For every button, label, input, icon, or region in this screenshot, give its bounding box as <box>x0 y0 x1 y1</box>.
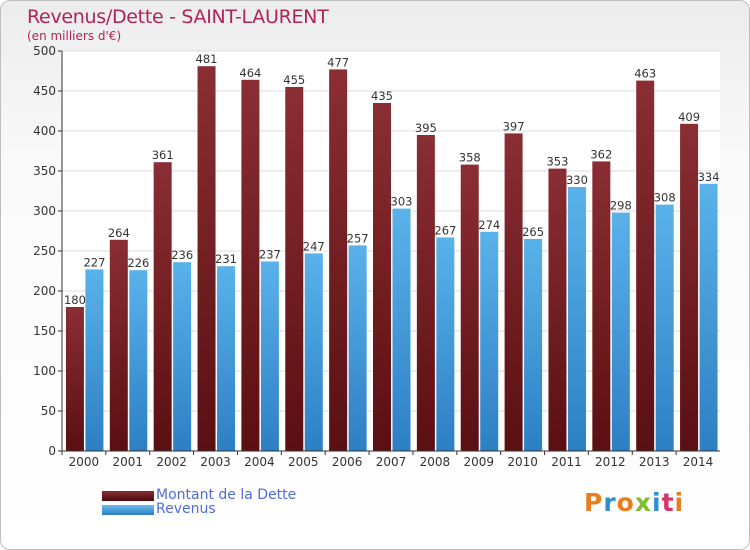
data-label-revenus: 274 <box>478 218 500 232</box>
y-tick-label: 150 <box>33 324 56 338</box>
bar-dette <box>460 164 479 451</box>
bar-revenus <box>173 262 192 451</box>
x-tick-label: 2004 <box>244 455 275 469</box>
data-label-revenus: 226 <box>127 256 149 270</box>
data-label-dette: 435 <box>371 89 393 103</box>
data-label-revenus: 227 <box>83 255 105 269</box>
bar-revenus <box>348 245 367 451</box>
bar-dette <box>680 123 699 452</box>
bar-dette <box>65 307 84 451</box>
bar-revenus <box>480 231 499 451</box>
y-tick-label: 250 <box>33 244 56 258</box>
y-tick-label: 350 <box>33 164 56 178</box>
data-label-revenus: 308 <box>654 191 676 205</box>
legend-swatch-dette <box>102 491 154 501</box>
bar-revenus <box>392 208 411 451</box>
data-label-dette: 361 <box>152 148 174 162</box>
data-label-revenus: 298 <box>610 199 632 213</box>
bar-dette <box>373 103 391 451</box>
data-label-dette: 409 <box>678 110 700 124</box>
data-label-revenus: 334 <box>698 170 720 184</box>
y-tick-label: 50 <box>41 404 56 418</box>
data-label-dette: 180 <box>64 293 86 307</box>
data-label-dette: 477 <box>327 55 349 69</box>
data-label-revenus: 303 <box>391 195 413 209</box>
data-label-dette: 463 <box>634 67 656 81</box>
bar-revenus <box>304 253 323 451</box>
y-tick-label: 500 <box>33 44 56 58</box>
legend-label-dette: Montant de la Dette <box>156 487 297 503</box>
x-tick-label: 2014 <box>683 455 714 469</box>
x-tick-label: 2013 <box>639 455 670 469</box>
data-label-revenus: 236 <box>171 248 193 262</box>
x-tick-label: 2001 <box>113 455 144 469</box>
bar-dette <box>241 79 260 452</box>
bar-revenus <box>260 261 279 451</box>
bar-dette <box>548 168 567 451</box>
data-label-revenus: 237 <box>259 247 281 261</box>
data-label-dette: 358 <box>459 151 481 165</box>
y-tick-label: 450 <box>33 84 56 98</box>
bar-dette <box>416 135 435 451</box>
x-tick-label: 2002 <box>156 455 187 469</box>
x-tick-label: 2005 <box>288 455 319 469</box>
bar-revenus <box>85 269 104 451</box>
legend-label-revenus: Revenus <box>156 501 216 517</box>
data-label-revenus: 257 <box>347 231 369 245</box>
bar-dette <box>504 133 523 451</box>
bar-revenus <box>611 212 630 451</box>
data-label-dette: 455 <box>283 73 305 87</box>
x-tick-label: 2007 <box>376 455 407 469</box>
bar-dette <box>197 66 216 451</box>
y-tick-label: 200 <box>33 284 56 298</box>
bar-dette <box>636 80 655 451</box>
data-label-dette: 397 <box>503 119 525 133</box>
bar-revenus <box>217 266 236 451</box>
x-tick-label: 2009 <box>463 455 494 469</box>
data-label-dette: 481 <box>196 52 218 66</box>
bar-dette <box>329 69 348 452</box>
x-tick-label: 2010 <box>507 455 538 469</box>
data-label-dette: 353 <box>546 155 568 169</box>
bar-revenus <box>129 270 148 451</box>
bar-dette <box>153 162 172 451</box>
data-label-dette: 395 <box>415 121 437 135</box>
data-label-dette: 362 <box>590 147 612 161</box>
x-tick-label: 2006 <box>332 455 363 469</box>
bar-revenus <box>699 183 718 452</box>
x-tick-label: 2011 <box>551 455 582 469</box>
data-label-revenus: 231 <box>215 252 237 266</box>
data-label-dette: 464 <box>239 66 261 80</box>
bar-dette <box>285 87 304 451</box>
data-label-revenus: 247 <box>303 239 325 253</box>
data-label-revenus: 267 <box>434 223 456 237</box>
bar-dette <box>592 161 611 451</box>
legend-swatch-revenus <box>102 505 154 515</box>
y-tick-label: 0 <box>48 444 56 458</box>
y-tick-label: 100 <box>33 364 56 378</box>
data-label-revenus: 330 <box>566 173 588 187</box>
bar-dette <box>109 239 128 451</box>
proxiti-logo: Proxiti <box>584 488 685 517</box>
y-tick-label: 300 <box>33 204 56 218</box>
bar-revenus <box>655 204 674 451</box>
x-tick-label: 2000 <box>69 455 100 469</box>
x-tick-label: 2012 <box>595 455 626 469</box>
bar-revenus <box>436 237 455 451</box>
chart-title: Revenus/Dette - SAINT-LAURENT <box>27 6 329 28</box>
x-tick-label: 2003 <box>200 455 231 469</box>
chart-subtitle: (en milliers d'€) <box>27 29 122 43</box>
data-label-revenus: 265 <box>522 225 544 239</box>
bar-revenus <box>567 187 586 451</box>
data-label-dette: 264 <box>108 226 130 240</box>
y-tick-label: 400 <box>33 124 56 138</box>
bar-revenus <box>524 239 543 451</box>
x-tick-label: 2008 <box>420 455 451 469</box>
